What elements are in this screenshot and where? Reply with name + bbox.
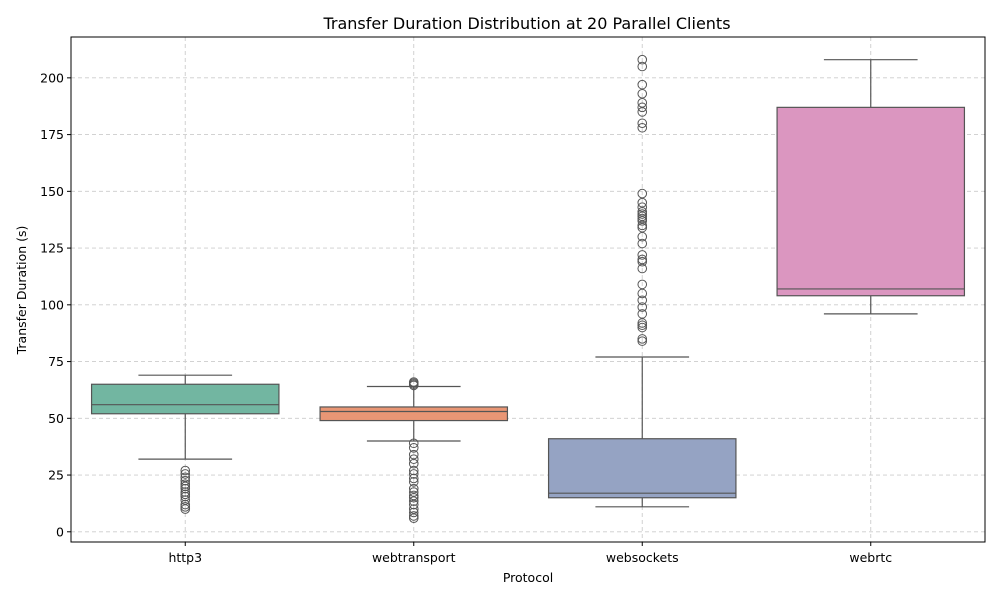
outlier-point — [180, 499, 191, 510]
outlier-point — [637, 54, 648, 65]
x-tick-label: webrtc — [849, 550, 892, 565]
iqr-box — [319, 406, 509, 422]
outlier-point — [408, 380, 419, 391]
x-tick-label: http3 — [168, 550, 202, 565]
y-tick-label: 0 — [56, 524, 64, 539]
outlier-point — [408, 465, 419, 476]
x-tick-label: websockets — [606, 550, 679, 565]
box-http3 — [90, 374, 280, 514]
y-tick-label: 175 — [40, 127, 64, 142]
plot-area — [90, 54, 966, 523]
y-tick-label: 75 — [48, 354, 64, 369]
outlier-point — [637, 231, 648, 242]
outlier-point — [408, 499, 419, 510]
outlier-point — [180, 475, 191, 486]
outlier-point — [637, 107, 648, 117]
box-websockets — [547, 54, 737, 508]
iqr-box — [547, 438, 737, 499]
iqr-box — [776, 106, 966, 297]
outlier-point — [637, 336, 648, 346]
outlier-point — [180, 491, 191, 502]
outlier-point — [637, 118, 648, 129]
outlier-point — [637, 122, 648, 133]
y-tick-label: 25 — [48, 468, 64, 483]
y-tick-label: 125 — [40, 241, 64, 256]
outlier-point — [408, 477, 419, 487]
outlier-point — [637, 288, 648, 299]
outlier-point — [637, 256, 648, 267]
outlier-point — [180, 502, 191, 512]
x-tick-label: webtransport — [372, 550, 456, 565]
outlier-point — [408, 507, 419, 518]
y-axis-title: Transfer Duration (s) — [14, 226, 29, 356]
outlier-point — [408, 513, 419, 523]
y-tick-label: 200 — [40, 70, 64, 85]
outlier-point — [180, 479, 191, 489]
outlier-point — [637, 263, 648, 274]
outlier-point — [408, 454, 419, 464]
x-axis-title: Protocol — [503, 570, 553, 585]
plot-frame — [70, 36, 986, 543]
outlier-point — [637, 250, 648, 260]
outlier-point — [180, 489, 191, 500]
iqr-box — [90, 383, 280, 415]
box-webtransport — [319, 377, 509, 523]
chart-title: Transfer Duration Distribution at 20 Par… — [322, 14, 730, 33]
outlier-point — [408, 496, 419, 506]
outlier-point — [180, 469, 191, 479]
outlier-point — [637, 334, 648, 344]
outlier-point — [408, 438, 419, 449]
outlier-point — [637, 318, 648, 328]
outlier-point — [408, 469, 419, 479]
outlier-point — [637, 302, 648, 312]
x-axis: http3 webtransport websockets webrtc — [168, 542, 892, 565]
outlier-point — [637, 295, 648, 306]
outlier-point — [180, 483, 191, 494]
y-tick-label: 100 — [40, 297, 64, 312]
outlier-point — [408, 511, 419, 521]
outlier-point — [408, 458, 419, 469]
outlier-point — [637, 320, 648, 331]
outlier-point — [180, 481, 191, 492]
outlier-point — [408, 492, 419, 503]
outlier-point — [637, 102, 648, 113]
outlier-point — [180, 504, 191, 514]
outlier-point — [408, 443, 419, 453]
y-axis: 0 25 50 75 100 125 150 175 200 — [40, 70, 71, 539]
outlier-point — [637, 238, 648, 249]
outlier-point — [637, 220, 648, 231]
y-tick-label: 50 — [48, 411, 64, 426]
outlier-point — [180, 487, 191, 497]
outlier-point — [637, 209, 648, 219]
outlier-point — [637, 216, 648, 226]
outlier-point — [408, 473, 419, 484]
outlier-point — [180, 465, 191, 476]
box-webrtc — [776, 59, 966, 315]
outlier-point — [637, 61, 648, 72]
y-tick-label: 150 — [40, 184, 64, 199]
outlier-point — [637, 322, 648, 333]
